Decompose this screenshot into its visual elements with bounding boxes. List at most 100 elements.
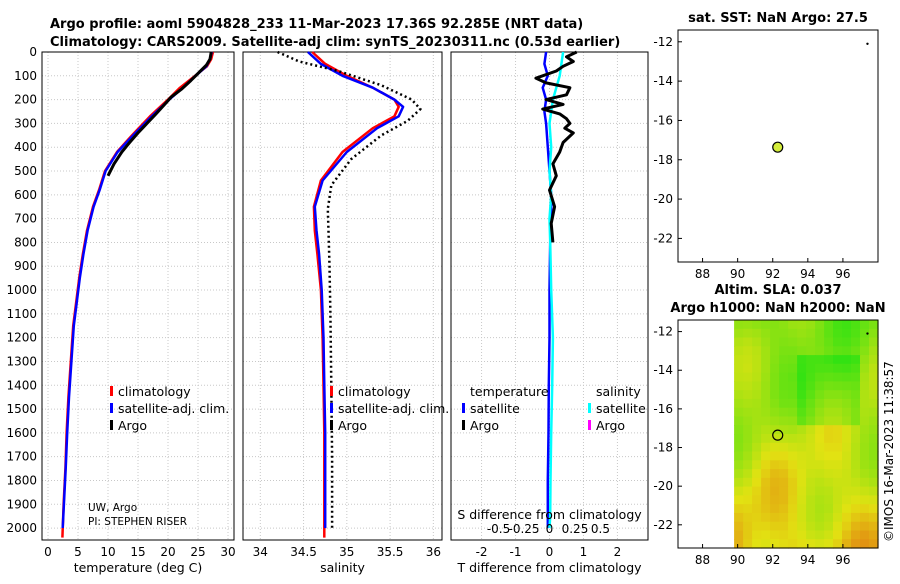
sla-cell — [824, 320, 834, 330]
sla-cell — [824, 451, 834, 461]
sla-cell — [770, 512, 780, 523]
sla-cell — [851, 460, 861, 470]
sla-cell — [869, 355, 879, 365]
sla-cell — [842, 355, 852, 365]
sla-cell — [860, 320, 870, 330]
sla-cell — [752, 469, 762, 479]
x-tick-label: -1 — [510, 545, 522, 559]
sla-cell — [824, 425, 834, 435]
sla-cell — [824, 328, 834, 339]
sla-cell — [851, 425, 861, 435]
sla-cell — [752, 372, 762, 382]
sla-cell — [761, 390, 771, 400]
sla-cell — [824, 416, 834, 426]
sla-cell — [788, 372, 798, 382]
sla-cell — [743, 355, 753, 365]
title-line-1: Argo profile: aoml 5904828_233 11-Mar-20… — [50, 17, 583, 32]
sla-cell — [815, 355, 825, 365]
sla-cell — [815, 398, 825, 409]
sla-cell — [824, 512, 834, 523]
y-tick-label: 1500 — [6, 402, 37, 416]
sla-cell — [743, 512, 753, 523]
sla-cell — [824, 398, 834, 409]
legend-label-climatology: climatology — [338, 384, 411, 399]
sla-cell — [824, 477, 834, 488]
sla-cell — [743, 337, 753, 347]
sla-cell — [788, 320, 798, 330]
sla-cell — [734, 539, 744, 549]
sla-cell — [797, 530, 807, 540]
sla-cell — [734, 512, 744, 523]
sla-cell — [815, 442, 825, 453]
y-tick-label: -16 — [653, 113, 673, 127]
sla-cell — [815, 521, 825, 532]
sla-cell — [869, 521, 879, 532]
sla-cell — [869, 363, 879, 374]
sla-cell — [752, 512, 762, 523]
y-tick-label: -22 — [653, 518, 673, 532]
sla-cell — [734, 372, 744, 382]
sla-cell — [815, 495, 825, 505]
sla-cell — [824, 390, 834, 400]
sla-cell — [815, 434, 825, 444]
sla-cell — [770, 486, 780, 496]
sla-cell — [797, 363, 807, 374]
sla-cell — [851, 512, 861, 523]
sla-cell — [860, 451, 870, 461]
legend-label-sal-argo: Argo — [596, 418, 625, 433]
sla-cell — [815, 407, 825, 418]
sla-cell — [824, 504, 834, 514]
sla-cell — [788, 469, 798, 479]
sla-cell — [842, 346, 852, 356]
sla-cell — [851, 398, 861, 409]
sla-cell — [788, 521, 798, 532]
sla-cell — [788, 451, 798, 461]
sla-cell — [797, 425, 807, 435]
sla-cell — [842, 416, 852, 426]
sla-cell — [833, 320, 843, 330]
sla-cell — [743, 469, 753, 479]
x-tick-label: 90 — [730, 553, 745, 567]
sla-cell — [734, 425, 744, 435]
sla-cell — [743, 530, 753, 540]
y-tick-label: -20 — [653, 192, 673, 206]
sla-cell — [788, 504, 798, 514]
sla-cell — [851, 442, 861, 453]
sla-cell — [833, 504, 843, 514]
sla-cell — [797, 416, 807, 426]
sla-cell — [788, 512, 798, 523]
sla-cell — [770, 495, 780, 505]
legend-swatch-satellite — [110, 403, 113, 413]
legend-swatch-argo — [110, 420, 113, 430]
sla-cell — [842, 381, 852, 391]
sla-cell — [869, 530, 879, 540]
sla-cell — [734, 451, 744, 461]
sla-cell — [779, 451, 789, 461]
sla-cell — [761, 346, 771, 356]
sla-cell — [797, 398, 807, 409]
sla-cell — [779, 363, 789, 374]
x-tick-label: 94 — [800, 267, 815, 281]
sla-cell — [842, 363, 852, 374]
y-tick-label: -16 — [653, 402, 673, 416]
sla-cell — [833, 539, 843, 549]
x-tick-label: 20 — [160, 545, 175, 559]
sla-cell — [869, 486, 879, 496]
sla-cell — [743, 495, 753, 505]
sla-cell — [770, 372, 780, 382]
sla-cell — [788, 442, 798, 453]
sla-cell — [860, 504, 870, 514]
salinity-legend: climatology satellite-adj. clim. Argo — [330, 384, 449, 433]
sla-cell — [761, 512, 771, 523]
sla-cell — [860, 390, 870, 400]
sla-cell — [752, 407, 762, 418]
y-tick-label: -14 — [653, 363, 673, 377]
sla-cell — [752, 416, 762, 426]
sla-cell — [806, 530, 816, 540]
sla-cell — [851, 407, 861, 418]
sla-cell — [851, 372, 861, 382]
sla-cell — [851, 346, 861, 356]
sla-cell — [869, 407, 879, 418]
sla-cell — [752, 425, 762, 435]
sla-cell — [743, 320, 753, 330]
